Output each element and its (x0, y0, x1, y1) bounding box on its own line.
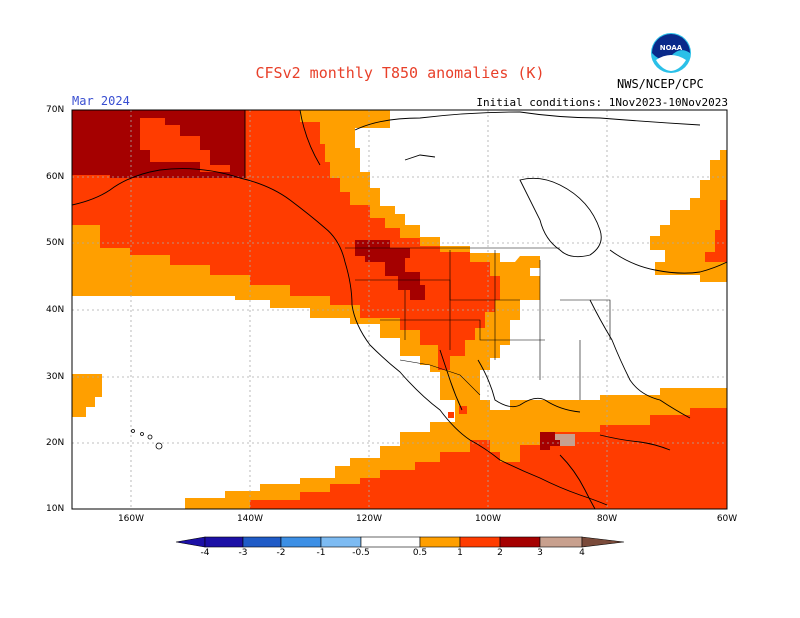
colorbar-seg-neg1 (320, 536, 362, 548)
anomaly-region-atlantic-orange (650, 150, 727, 282)
lon-label-140w: 140W (236, 514, 264, 524)
noaa-logo-icon: NOAA (651, 33, 691, 73)
noaa-logo-text: NOAA (660, 44, 683, 52)
initial-conditions: Initial conditions: 1Nov2023-10Nov2023 (476, 96, 728, 109)
map-gridlines (72, 110, 727, 509)
map-frame (71, 109, 728, 510)
lon-label-80w: 80W (596, 514, 618, 524)
coastlines (72, 110, 727, 509)
anomaly-region-central-orange (510, 256, 540, 300)
lat-label-20n: 20N (46, 438, 65, 448)
anomaly-region-rockies-darkred (355, 240, 425, 300)
colorbar-left-arrow (175, 536, 206, 548)
colorbar-seg-pos2 (499, 536, 541, 548)
lat-label-50n: 50N (46, 238, 65, 248)
colorbar-label-pos2: 2 (497, 548, 503, 558)
colorbar-label-neg4: -4 (200, 548, 210, 558)
colorbar-seg-neg2 (280, 536, 322, 548)
colorbar-label-neg3: -3 (238, 548, 248, 558)
lon-label-160w: 160W (117, 514, 145, 524)
colorbar-right-arrow (581, 536, 625, 548)
colorbar-label-pos1: 1 (457, 548, 463, 558)
lat-label-40n: 40N (46, 305, 65, 315)
colorbar (175, 536, 625, 548)
colorbar-seg-pos1 (459, 536, 501, 548)
anomaly-region-mexico-dot (459, 406, 467, 414)
lat-label-60n: 60N (46, 172, 65, 182)
colorbar-label-neg2: -2 (276, 548, 286, 558)
colorbar-seg-neg4 (204, 536, 244, 548)
anomaly-region-caribbean-tan (555, 434, 575, 446)
colorbar-label-pos3: 3 (537, 548, 543, 558)
colorbar-seg-pos3 (539, 536, 583, 548)
lat-label-70n: 70N (46, 105, 65, 115)
colorbar-seg-neutral (360, 536, 421, 548)
forecast-month: Mar 2024 (72, 94, 130, 108)
political-borders (345, 247, 611, 400)
colorbar-seg-pos05 (419, 536, 461, 548)
lat-label-30n: 30N (46, 372, 65, 382)
colorbar-label-pos4: 4 (579, 548, 585, 558)
anomaly-region-alaska-darkred-2 (110, 150, 230, 178)
hawaii-islands (131, 429, 163, 450)
anomaly-region-mexico-dot-2 (448, 412, 454, 418)
lon-label-60w: 60W (716, 514, 738, 524)
lat-label-10n: 10N (46, 504, 65, 514)
chart-title: CFSv2 monthly T850 anomalies (K) (255, 64, 545, 82)
anomaly-region-atlantic-red (705, 200, 727, 262)
colorbar-seg-neg3 (242, 536, 282, 548)
lon-label-100w: 100W (474, 514, 502, 524)
colorbar-label-pos05: 0.5 (412, 548, 428, 558)
colorbar-label-neg1: -1 (316, 548, 326, 558)
lon-label-120w: 120W (355, 514, 383, 524)
anomaly-region-hawaii (72, 374, 102, 417)
agency-label: NWS/NCEP/CPC (617, 77, 704, 91)
colorbar-label-neg05: -0.5 (352, 548, 370, 558)
